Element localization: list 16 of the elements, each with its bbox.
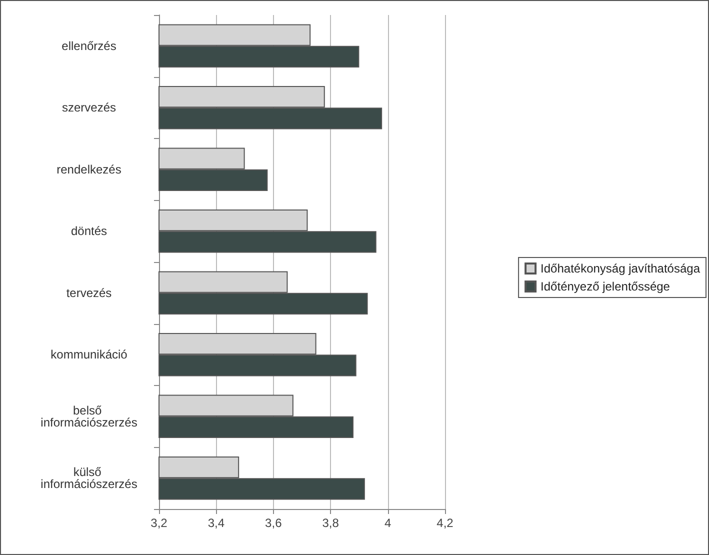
legend-label: Időhatékonyság javíthatósága [540,262,700,276]
x-tick-label: 3,4 [208,516,225,530]
x-tick-label: 3,8 [322,516,340,530]
x-tick-label: 3,2 [150,516,168,530]
x-tick-label: 4,2 [436,516,454,530]
y-tick-label: belső információszerzés [40,403,138,430]
y-tick-label: döntés [70,224,108,238]
y-tick-label: kommunikáció [50,348,128,362]
x-tick-label: 4 [384,516,392,530]
y-tick-label: ellenőrzés [62,38,116,53]
legend-label: Időtényező jelentőssége [540,280,670,294]
y-tick-label: külső információszerzés [40,465,138,492]
y-tick-label: szervezés [62,100,116,115]
y-tick-label: tervezés [66,286,112,300]
x-tick-label: 3,6 [265,516,282,530]
y-tick-label: rendelkezés [56,162,122,176]
